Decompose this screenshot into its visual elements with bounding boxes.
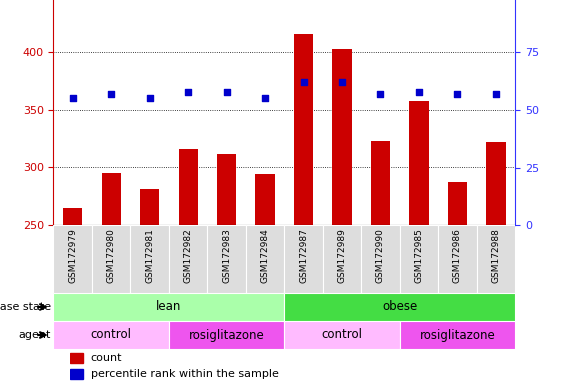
Bar (294, 34, 313, 225)
Point (68, 96, 77, 102)
Bar (246, 225, 284, 293)
Point (299, 79, 308, 86)
Bar (178, 149, 198, 225)
Bar (53, 321, 169, 349)
Text: GSM172988: GSM172988 (491, 228, 501, 283)
Bar (131, 225, 169, 293)
Bar (371, 141, 390, 225)
Bar (323, 225, 361, 293)
Bar (63, 208, 82, 225)
Text: rosiglitazone: rosiglitazone (419, 328, 495, 341)
Text: GSM172990: GSM172990 (376, 228, 385, 283)
Bar (438, 225, 477, 293)
Text: GSM172989: GSM172989 (338, 228, 346, 283)
Text: GSM172986: GSM172986 (453, 228, 462, 283)
Text: percentile rank within the sample: percentile rank within the sample (91, 369, 278, 379)
Bar (361, 225, 400, 293)
Bar (101, 173, 121, 225)
Text: control: control (91, 328, 132, 341)
Bar (70, 369, 83, 379)
Text: GSM172987: GSM172987 (299, 228, 308, 283)
Bar (53, 293, 284, 321)
Bar (409, 101, 428, 225)
Text: GSM172983: GSM172983 (222, 228, 231, 283)
Bar (477, 225, 515, 293)
Bar (140, 189, 159, 225)
Point (337, 79, 346, 86)
Point (107, 91, 116, 97)
Point (261, 96, 270, 102)
Text: disease state: disease state (0, 302, 51, 312)
Bar (217, 154, 236, 225)
Bar (256, 174, 275, 225)
Point (184, 89, 193, 95)
Text: control: control (321, 328, 363, 341)
Point (491, 91, 501, 97)
Bar (332, 49, 352, 225)
Bar (284, 321, 400, 349)
Text: GSM172980: GSM172980 (107, 228, 115, 283)
Bar (284, 293, 515, 321)
Bar (448, 182, 467, 225)
Point (376, 91, 385, 97)
Bar (400, 225, 438, 293)
Point (222, 89, 231, 95)
Bar (207, 225, 246, 293)
Text: GSM172981: GSM172981 (145, 228, 154, 283)
Bar (400, 321, 515, 349)
Text: GSM172985: GSM172985 (414, 228, 423, 283)
Text: rosiglitazone: rosiglitazone (189, 328, 265, 341)
Point (414, 89, 423, 95)
Text: obese: obese (382, 301, 417, 313)
Bar (486, 142, 506, 225)
Bar (169, 321, 284, 349)
Point (145, 96, 154, 102)
Text: GSM172984: GSM172984 (261, 228, 270, 283)
Text: GSM172982: GSM172982 (184, 228, 193, 283)
Bar (92, 225, 131, 293)
Point (453, 91, 462, 97)
Bar (70, 353, 83, 363)
Text: lean: lean (156, 301, 182, 313)
Bar (169, 225, 207, 293)
Text: agent: agent (18, 330, 51, 340)
Bar (284, 225, 323, 293)
Text: GSM172979: GSM172979 (68, 228, 77, 283)
Text: count: count (91, 353, 122, 363)
Bar (53, 225, 92, 293)
